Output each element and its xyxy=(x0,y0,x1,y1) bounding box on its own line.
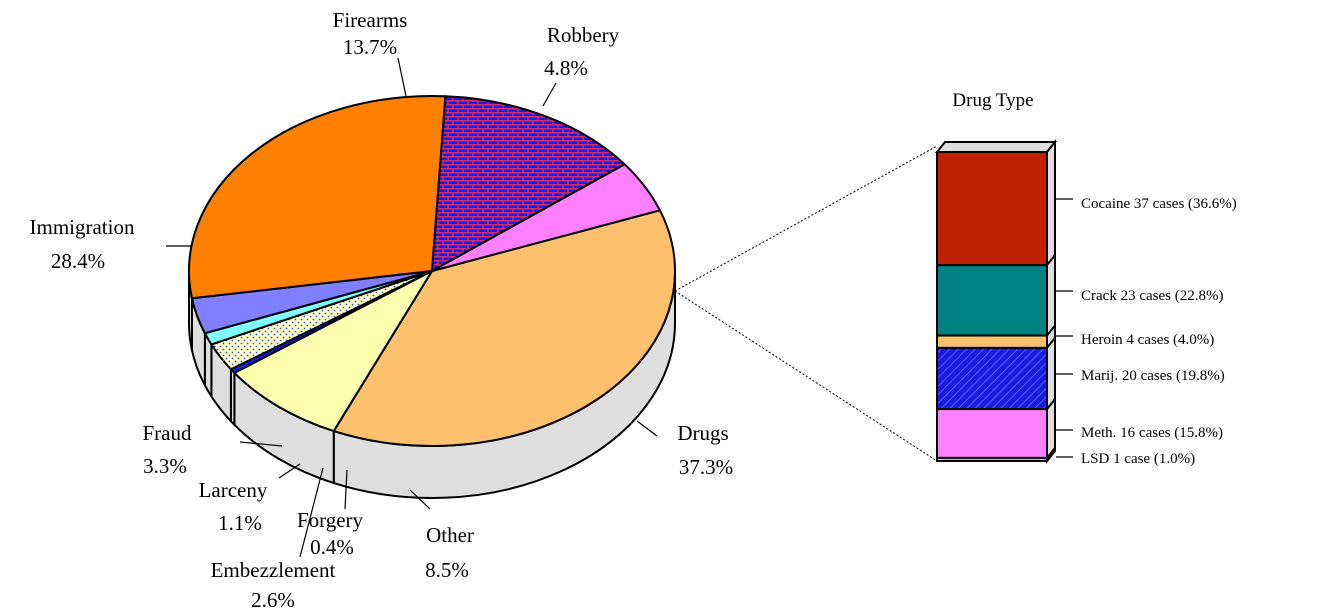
slice-pct-fraud: 3.3% xyxy=(143,454,187,478)
bar-seg-heroin xyxy=(936,334,1048,349)
bar-label-lsd: LSD 1 case (1.0%) xyxy=(1081,451,1195,467)
leader-firearms xyxy=(397,57,407,97)
drug-type-stacked-bar xyxy=(934,139,1058,464)
leader-embezzlement xyxy=(299,467,324,558)
leader-forgery xyxy=(344,469,348,510)
bar-label-marij: Marij. 20 cases (19.8%) xyxy=(1081,368,1225,384)
slice-label-fraud: Fraud xyxy=(143,421,192,445)
slice-drugs xyxy=(332,209,676,447)
leader-robbery xyxy=(542,82,557,107)
slice-immigration xyxy=(188,95,447,300)
connector-top xyxy=(674,145,938,292)
leader-larceny xyxy=(278,463,301,479)
slice-label-immigration: Immigration xyxy=(30,215,135,239)
bar-seg-cocaine xyxy=(936,151,1048,267)
bar-seg-lsd xyxy=(936,456,1048,463)
slice-label-larceny: Larceny xyxy=(199,478,268,502)
bar-top-face xyxy=(934,141,1058,153)
slice-pct-embezzlement: 2.6% xyxy=(251,588,295,612)
bar-seg-meth xyxy=(936,408,1048,459)
bar-label-meth: Meth. 16 cases (15.8%) xyxy=(1081,425,1223,441)
slice-pct-other: 8.5% xyxy=(425,558,469,582)
pie-slices xyxy=(188,95,676,447)
leader-fraud xyxy=(239,441,283,447)
slice-pct-robbery: 4.8% xyxy=(544,56,588,80)
bar-side-divider xyxy=(1046,398,1056,410)
bar-seg-marij xyxy=(936,346,1048,411)
bar-side-face xyxy=(1046,139,1056,464)
label-leader-lines xyxy=(166,57,1073,558)
slice-other xyxy=(233,270,433,433)
bar-seg-crack xyxy=(936,264,1048,337)
bar-label-crack: Crack 23 cases (22.8%) xyxy=(1081,288,1223,304)
slice-label-embezzlement: Embezzlement xyxy=(211,558,336,582)
bar-side-divider xyxy=(1046,447,1056,459)
bar-side-divider xyxy=(1046,254,1056,266)
slice-label-other: Other xyxy=(426,523,474,547)
connector-bottom xyxy=(674,290,938,462)
bar-side-divider xyxy=(1046,337,1056,349)
bar-side-divider xyxy=(1046,324,1056,337)
slice-pct-immigration: 28.4% xyxy=(51,249,105,273)
slice-robbery xyxy=(431,163,661,272)
slice-pct-larceny: 1.1% xyxy=(218,511,262,535)
bar-title: Drug Type xyxy=(952,90,1033,111)
slice-firearms xyxy=(431,95,626,272)
drill-down-connectors xyxy=(674,145,938,462)
leader-drugs xyxy=(636,420,658,437)
slice-pct-forgery: 0.4% xyxy=(310,535,354,559)
slice-pct-firearms: 13.7% xyxy=(343,35,397,59)
leader-other xyxy=(409,489,431,510)
slice-pct-drugs: 37.3% xyxy=(679,455,733,479)
slice-label-firearms: Firearms xyxy=(333,8,408,32)
slice-label-robbery: Robbery xyxy=(547,23,620,47)
bar-label-heroin: Heroin 4 cases (4.0%) xyxy=(1081,332,1214,348)
slice-label-drugs: Drugs xyxy=(677,421,728,445)
slice-label-forgery: Forgery xyxy=(297,508,364,532)
bar-label-cocaine: Cocaine 37 cases (36.6%) xyxy=(1081,196,1237,212)
